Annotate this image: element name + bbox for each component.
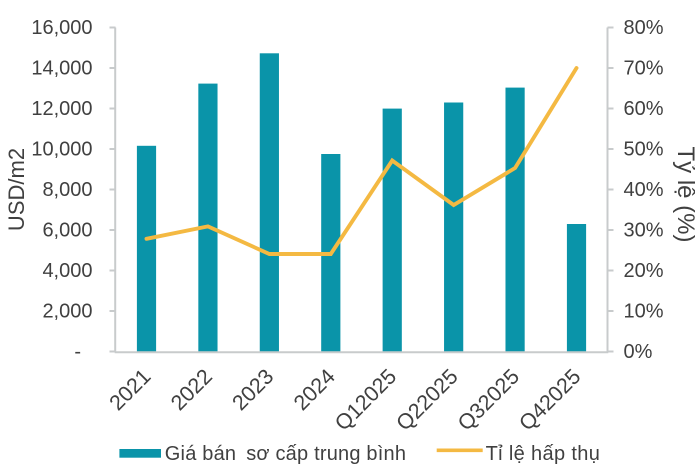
svg-text:2022: 2022 xyxy=(166,364,217,415)
svg-text:14,000: 14,000 xyxy=(31,57,92,79)
svg-text:USD/m2: USD/m2 xyxy=(4,148,29,231)
svg-text:2,000: 2,000 xyxy=(42,300,92,322)
svg-text:50%: 50% xyxy=(624,138,664,160)
svg-text:Tỉ lệ hấp thụ: Tỉ lệ hấp thụ xyxy=(486,443,601,465)
svg-text:8,000: 8,000 xyxy=(42,179,92,201)
svg-text:30%: 30% xyxy=(624,219,664,241)
svg-text:Q42025: Q42025 xyxy=(514,364,585,435)
svg-text:0%: 0% xyxy=(624,341,653,363)
svg-text:2023: 2023 xyxy=(228,364,279,415)
svg-text:70%: 70% xyxy=(624,57,664,79)
svg-text:Q12025: Q12025 xyxy=(330,364,401,435)
svg-text:Q32025: Q32025 xyxy=(453,364,524,435)
svg-text:Giá bán sơ cấp trung bình: Giá bán sơ cấp trung bình xyxy=(165,443,406,465)
svg-text:Tỷ lệ (%): Tỷ lệ (%) xyxy=(672,147,695,243)
svg-text:2024: 2024 xyxy=(289,364,340,415)
svg-text:80%: 80% xyxy=(624,17,664,39)
svg-text:2021: 2021 xyxy=(105,364,156,415)
svg-text:Q22025: Q22025 xyxy=(392,364,463,435)
svg-text:60%: 60% xyxy=(624,98,664,120)
svg-text:20%: 20% xyxy=(624,260,664,282)
svg-text:10%: 10% xyxy=(624,300,664,322)
svg-text:40%: 40% xyxy=(624,179,664,201)
svg-text:16,000: 16,000 xyxy=(31,17,92,39)
svg-text:6,000: 6,000 xyxy=(42,219,92,241)
svg-text:12,000: 12,000 xyxy=(31,98,92,120)
svg-text:-: - xyxy=(74,341,81,363)
svg-text:4,000: 4,000 xyxy=(42,260,92,282)
svg-text:10,000: 10,000 xyxy=(31,138,92,160)
